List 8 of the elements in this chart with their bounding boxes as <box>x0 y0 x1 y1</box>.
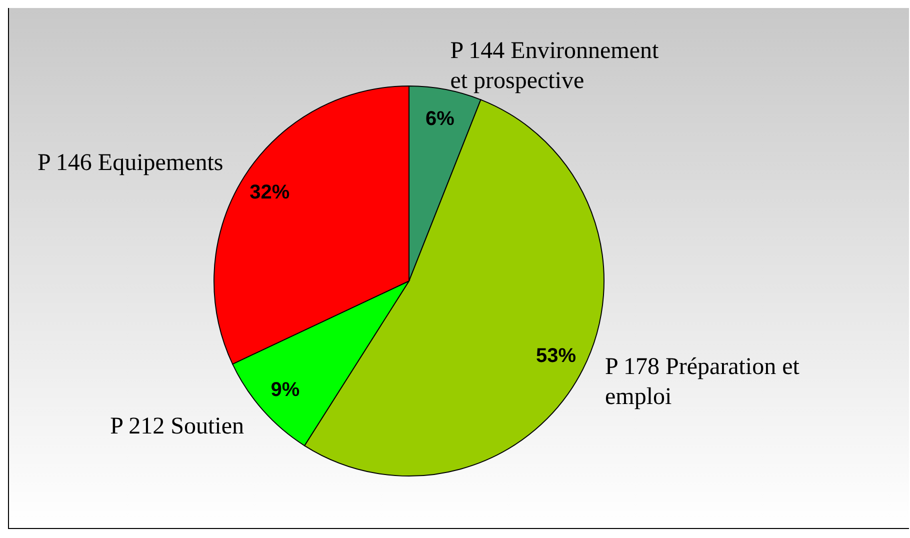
slice-label: P 146 Equipements <box>37 150 224 176</box>
slice-label: P 178 Préparation et emploi <box>605 354 800 410</box>
slice-label: P 144 Environnement et prospective <box>450 38 659 94</box>
data-label: 53% <box>536 344 576 367</box>
slice-label: P 212 Soutien <box>110 413 244 440</box>
data-label: 9% <box>270 379 300 402</box>
data-label: 6% <box>425 108 455 130</box>
data-label: 32% <box>250 182 290 204</box>
